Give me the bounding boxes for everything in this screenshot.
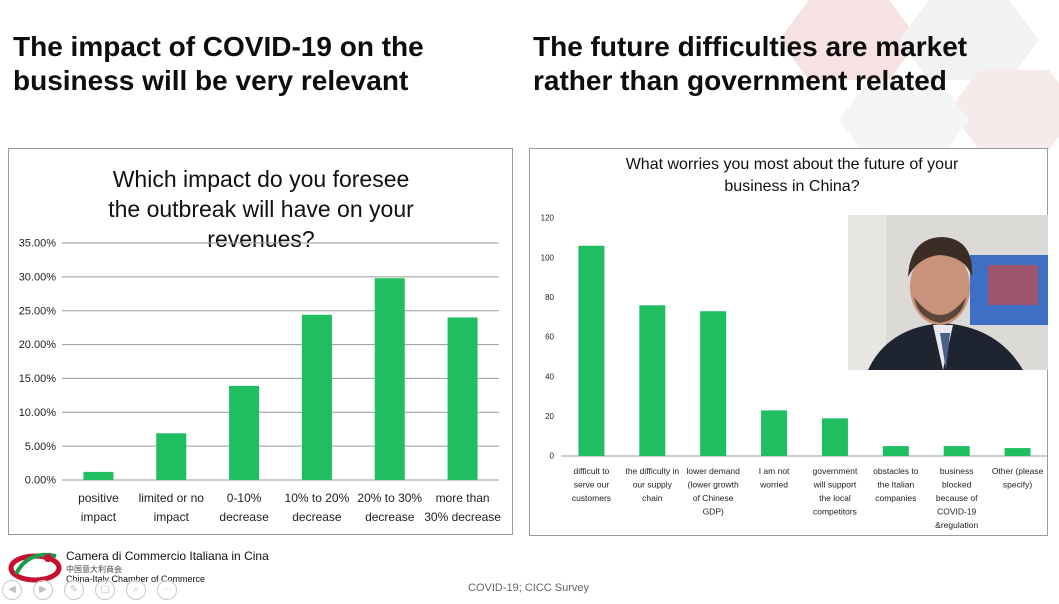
revenue-impact-ytick-label: 25.00% (19, 305, 57, 317)
revenue-impact-ytick-label: 15.00% (19, 373, 57, 385)
revenue-impact-category-label: 0-10% decrease (219, 491, 269, 524)
logo-english-name: China-Italy Chamber of Commerce (66, 574, 206, 584)
revenue-impact-ytick-label: 35.00% (19, 238, 57, 250)
revenue-impact-category-label: more than 30% decrease (424, 491, 501, 524)
future-worries-bar (882, 446, 909, 456)
future-worries-chart-svg: What worries you most about the future o… (541, 156, 1048, 530)
future-worries-category-label: Other (please specify) (992, 466, 1044, 490)
future-worries-ytick-label: 80 (545, 293, 554, 302)
future-worries-category-label: difficult to serve our customers (572, 466, 611, 503)
revenue-impact-ytick-label: 0.00% (25, 475, 56, 487)
presenter-video[interactable] (848, 215, 1048, 370)
prev-icon[interactable]: ◀ (2, 580, 22, 600)
revenue-impact-bar (374, 278, 405, 480)
future-worries-bar (578, 245, 605, 456)
revenue-impact-ytick-label: 5.00% (25, 441, 56, 453)
future-worries-ytick-label: 0 (550, 452, 555, 461)
chamber-logo: Camera di Commercio Italiana in Cina 中国意… (8, 546, 269, 586)
future-worries-bar (943, 446, 970, 456)
pen-icon[interactable]: ✎ (64, 580, 84, 600)
revenue-impact-category-label: limited or no impact (139, 491, 205, 524)
revenue-impact-chart-svg: Which impact do you foresee the outbreak … (19, 166, 502, 524)
future-worries-ytick-label: 20 (545, 412, 554, 421)
future-worries-category-label: business blocked because of COVID-19 &regula… (935, 466, 978, 530)
revenue-impact-bar (229, 385, 260, 480)
revenue-impact-category-label: 20% to 30% decrease (357, 491, 422, 524)
revenue-impact-bar (156, 433, 187, 480)
future-worries-ytick-label: 40 (545, 372, 554, 381)
future-worries-ytick-label: 100 (541, 253, 555, 262)
future-worries-bar (1004, 448, 1031, 456)
play-icon[interactable]: ▶ (33, 580, 53, 600)
future-worries-title: What worries you most about the future o… (626, 156, 959, 195)
revenue-impact-ytick-label: 30.00% (19, 272, 57, 284)
future-worries-category-label: government will support the local competito… (812, 466, 858, 517)
revenue-impact-bar (301, 314, 332, 480)
future-worries-category-label: I am not worried (759, 466, 790, 490)
slides-icon[interactable]: ▢ (95, 580, 115, 600)
person-video-icon (848, 215, 1048, 370)
future-worries-chart: What worries you most about the future o… (529, 148, 1048, 536)
zoom-icon[interactable]: ⌕ (126, 580, 146, 600)
future-worries-category-label: obstacles to the Italian companies (873, 466, 919, 503)
revenue-impact-ytick-label: 10.00% (19, 407, 57, 419)
revenue-impact-chart: Which impact do you foresee the outbreak … (8, 148, 513, 535)
future-worries-bar (761, 410, 788, 456)
revenue-impact-bar (83, 471, 114, 480)
logo-name: Camera di Commercio Italiana in Cina (66, 549, 269, 563)
future-worries-ytick-label: 60 (545, 333, 554, 342)
future-worries-bar (821, 418, 848, 456)
future-worries-category-label: the difficulty in our supply chain (625, 466, 679, 503)
revenue-impact-ytick-label: 20.00% (19, 339, 57, 351)
footer-source: COVID-19; CICC Survey (468, 582, 590, 594)
logo-chinese-name: 中国意大利商会 (66, 565, 122, 574)
headline-right: The future difficulties are market rathe… (533, 31, 968, 96)
headline-left: The impact of COVID-19 on the business w… (13, 31, 424, 96)
chamber-logo-icon (8, 552, 62, 583)
more-icon[interactable]: ⋯ (157, 580, 177, 600)
hexagon-decoration (779, 0, 1059, 150)
revenue-impact-title: Which impact do you foresee the outbreak … (108, 166, 414, 252)
future-worries-category-label: lower demand (lower growth of Chinese GDP) (686, 466, 740, 517)
revenue-impact-category-label: 10% to 20% decrease (285, 491, 350, 524)
revenue-impact-bar (447, 317, 478, 480)
future-worries-bar (639, 305, 666, 456)
revenue-impact-category-label: positive impact (78, 491, 119, 524)
future-worries-ytick-label: 120 (541, 214, 555, 223)
future-worries-bar (700, 311, 727, 456)
